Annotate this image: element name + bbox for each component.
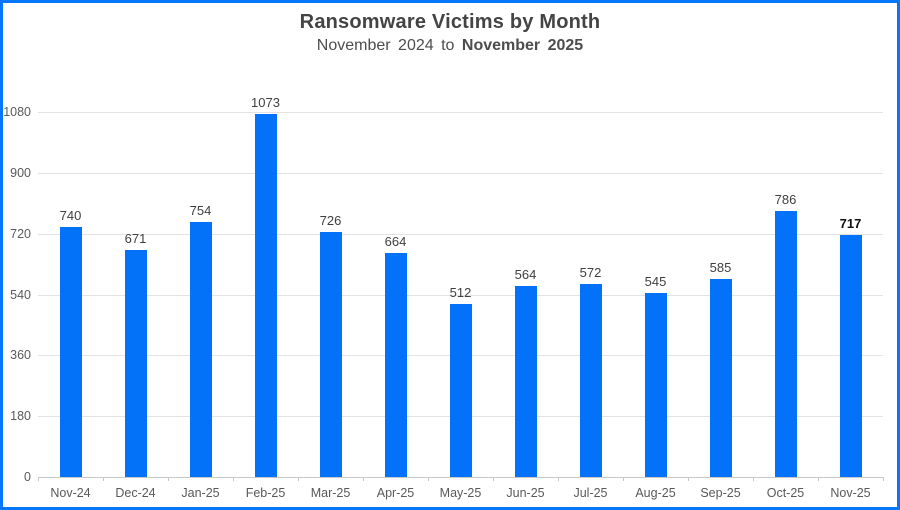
data-label-aug-25: 545: [644, 273, 667, 289]
x-tick-label-nov-24: Nov-24: [50, 486, 91, 500]
bar-sep-25: [709, 279, 732, 477]
x-axis-tick: [363, 477, 364, 481]
x-tick-label-may-25: May-25: [439, 486, 482, 500]
bar-nov-24: [59, 226, 82, 477]
x-axis-tick: [688, 477, 689, 481]
x-tick-label-apr-25: Apr-25: [376, 486, 415, 500]
x-axis-tick: [558, 477, 559, 481]
data-label-sep-25: 585: [709, 260, 732, 276]
x-tick-label-sep-25: Sep-25: [700, 486, 741, 500]
x-tick-label-jun-25: Jun-25: [506, 486, 545, 500]
data-label-mar-25: 726: [319, 212, 342, 228]
bar-apr-25: [384, 252, 407, 477]
x-axis-line: [38, 477, 883, 478]
y-tick-label: 180: [10, 409, 31, 424]
x-tick-label-mar-25: Mar-25: [310, 486, 351, 500]
chart-subtitle-range-start: November 2024 to: [316, 37, 455, 54]
data-label-apr-25: 664: [384, 233, 407, 249]
bar-dec-24: [124, 250, 147, 477]
data-label-feb-25: 1073: [251, 95, 280, 111]
x-axis-tick: [493, 477, 494, 481]
x-axis-tick: [623, 477, 624, 481]
y-gridline: [38, 294, 883, 296]
data-label-oct-25: 786: [774, 192, 797, 208]
bar-oct-25: [774, 211, 797, 477]
bar-nov-25: [839, 234, 862, 477]
y-gridline: [38, 172, 883, 174]
x-tick-label-oct-25: Oct-25: [766, 486, 805, 500]
y-tick-label: 540: [10, 287, 31, 302]
data-label-jul-25: 572: [579, 264, 602, 280]
bar-jan-25: [189, 222, 212, 477]
x-axis-tick: [168, 477, 169, 481]
y-tick-label: 360: [10, 348, 31, 363]
y-tick-label: 720: [10, 226, 31, 241]
y-tick-label: 0: [24, 470, 31, 484]
x-axis-tick: [883, 477, 884, 481]
y-tick-label: 900: [10, 165, 31, 180]
x-axis-tick: [753, 477, 754, 481]
data-label-nov-25: 717: [839, 215, 862, 231]
x-axis-tick: [233, 477, 234, 481]
chart-title: Ransomware Victims by Month: [299, 11, 601, 33]
x-tick-label-jan-25: Jan-25: [181, 486, 220, 500]
bar-aug-25: [644, 292, 667, 477]
data-label-may-25: 512: [449, 284, 472, 300]
x-tick-label-aug-25: Aug-25: [635, 486, 676, 500]
data-label-jun-25: 564: [514, 267, 537, 283]
x-tick-label-jul-25: Jul-25: [573, 486, 608, 500]
bar-jul-25: [579, 283, 602, 477]
x-axis-tick: [38, 477, 39, 481]
x-axis-tick: [818, 477, 819, 481]
y-tick-label: 1080: [3, 105, 31, 119]
chart-subtitle: November 2024 to November 2025: [3, 37, 897, 55]
data-label-nov-24: 740: [59, 207, 82, 223]
x-tick-label-dec-24: Dec-24: [115, 486, 156, 500]
x-tick-label-feb-25: Feb-25: [245, 486, 286, 500]
bar-mar-25: [319, 231, 342, 477]
bar-jun-25: [514, 286, 537, 477]
y-axis: 0 180 360 540 720 900 1080: [3, 105, 31, 484]
y-gridline: [38, 112, 883, 113]
x-axis-tick: [298, 477, 299, 481]
x-axis-tick: [428, 477, 429, 481]
plot-area: 740 Nov-24 671 Dec-24 754 Jan-25 1073 Feb-25 726…: [38, 95, 884, 500]
y-gridline: [38, 233, 883, 235]
x-axis-tick: [103, 477, 104, 481]
data-label-jan-25: 754: [189, 203, 212, 219]
data-label-dec-24: 671: [124, 231, 147, 247]
bar-may-25: [449, 303, 472, 477]
chart-subtitle-range-end: November 2025: [461, 37, 584, 54]
bar-feb-25: [254, 114, 277, 477]
x-tick-label-nov-25: Nov-25: [830, 486, 871, 500]
